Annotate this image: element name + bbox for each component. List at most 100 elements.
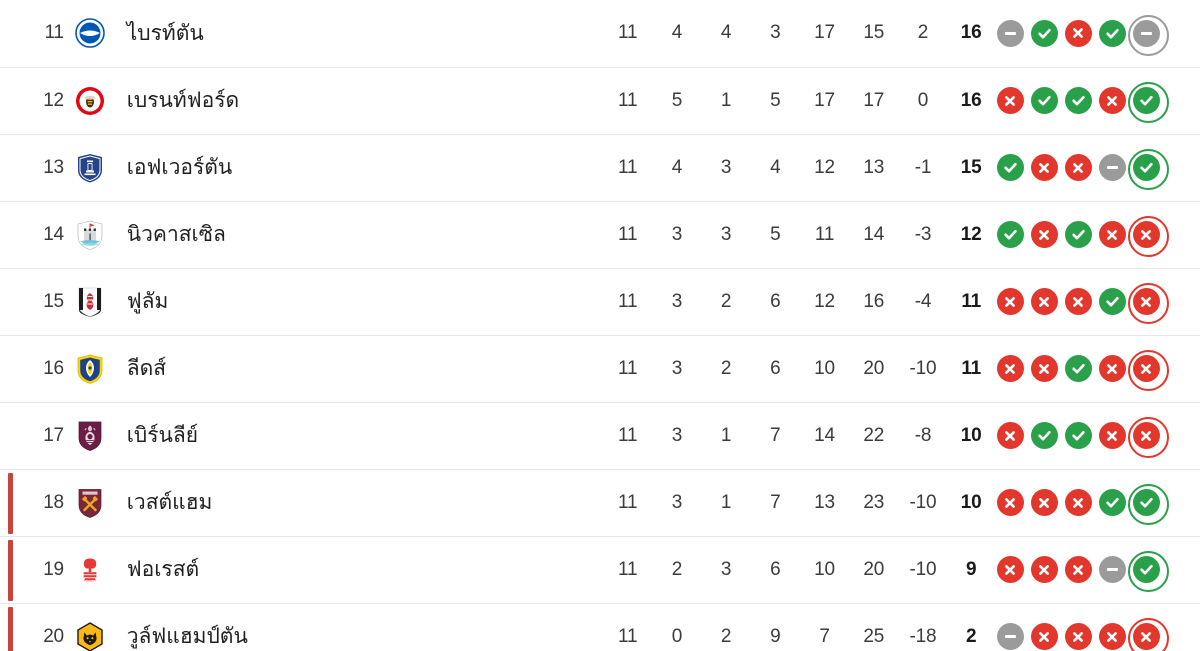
stat-w: 3 [652, 267, 702, 335]
form-result-loss[interactable] [1064, 556, 1092, 583]
form-result-loss[interactable] [1030, 154, 1058, 181]
table-row[interactable]: 13 เอฟเวอร์ตัน 11 4 3 4 12 13 -1 15 [0, 133, 1200, 201]
form-result-loss[interactable] [1098, 87, 1126, 114]
form-result-win[interactable] [1064, 221, 1092, 248]
form-result-win[interactable] [1030, 87, 1058, 114]
stat-l: 5 [750, 200, 800, 268]
form-result-loss[interactable] [1127, 618, 1169, 651]
form-result-win[interactable] [1064, 422, 1092, 449]
table-row[interactable]: 19 ฟอเรสต์ 11 2 3 6 10 20 -10 9 [0, 535, 1200, 603]
team-crest-cell[interactable] [69, 602, 111, 651]
position-number: 17 [30, 401, 70, 469]
table-row[interactable]: 15 ฟูลัม 11 3 2 6 12 16 -4 11 [0, 267, 1200, 335]
form-result-win[interactable] [1127, 484, 1169, 525]
form-result-loss[interactable] [996, 355, 1024, 382]
form-result-loss[interactable] [1098, 422, 1126, 449]
stat-points: 16 [947, 66, 995, 134]
form-result-loss[interactable] [996, 489, 1024, 516]
form-result-win[interactable] [1098, 19, 1126, 47]
form-result-loss[interactable] [1030, 556, 1058, 583]
form-result-loss[interactable] [1098, 355, 1126, 382]
team-crest-cell[interactable] [69, 334, 111, 402]
stat-p: 11 [617, 22, 638, 44]
stat-p: 11 [603, 200, 653, 268]
team-name[interactable]: ฟูลัม [110, 267, 604, 335]
form-result-loss[interactable] [1064, 154, 1092, 181]
form-result-loss[interactable] [1127, 216, 1169, 257]
form-result-loss[interactable] [1127, 417, 1169, 458]
form-result-loss[interactable] [996, 288, 1024, 315]
team-crest-cell[interactable] [69, 66, 111, 134]
form-result-loss[interactable] [996, 87, 1024, 114]
team-crest-cell[interactable] [69, 535, 111, 603]
team-name[interactable]: ลีดส์ [110, 334, 604, 402]
team-name[interactable]: ฟอเรสต์ [110, 535, 604, 603]
everton-crest [77, 153, 103, 183]
position-number: 15 [30, 267, 70, 335]
form-result-loss[interactable] [1127, 283, 1169, 324]
form-result-loss[interactable] [1030, 221, 1058, 248]
team-crest-cell[interactable] [69, 401, 111, 469]
form-result-win[interactable] [1030, 422, 1058, 449]
form-result-win[interactable] [996, 154, 1024, 181]
form-result-win[interactable] [1127, 149, 1169, 190]
team-crest-cell[interactable] [70, 0, 111, 67]
form-result-loss[interactable] [1098, 221, 1126, 248]
form-result-win[interactable] [1098, 489, 1126, 516]
form-result-loss[interactable] [1064, 19, 1092, 47]
team-crest-cell[interactable] [69, 133, 111, 201]
table-row[interactable]: 12 เบรนท์ฟอร์ด 11 5 1 5 17 17 0 16 [0, 66, 1200, 134]
form-result-win[interactable] [1030, 19, 1058, 47]
stat-p: 11 [603, 468, 653, 536]
form-result-win[interactable] [1127, 82, 1169, 123]
form-result-win[interactable] [1127, 551, 1169, 592]
stat-p: 11 [603, 535, 653, 603]
form-result-win[interactable] [996, 221, 1024, 248]
position-number: 19 [30, 535, 70, 603]
table-row[interactable]: 18 เวสต์แฮม 11 3 1 7 13 23 -10 10 [0, 468, 1200, 536]
team-crest-cell[interactable] [69, 200, 111, 268]
form-result-draw[interactable] [996, 623, 1024, 651]
form-result-win[interactable] [1098, 288, 1126, 315]
stat-ga: 20 [849, 334, 899, 402]
form-result-draw[interactable] [1098, 154, 1126, 181]
form-result-loss[interactable] [1098, 623, 1126, 651]
form-result-loss[interactable] [1064, 623, 1092, 651]
stat-points: 11 [947, 267, 995, 335]
team-name[interactable]: เวสต์แฮม [110, 468, 604, 536]
stat-p: 11 [603, 133, 653, 201]
team-crest-cell[interactable] [69, 267, 111, 335]
form-result-draw[interactable] [996, 19, 1024, 47]
team-name[interactable]: เอฟเวอร์ตัน [110, 133, 604, 201]
table-row[interactable]: 11 ไบรท์ตัน 11 4 4 3 17 15 2 16 [0, 0, 1200, 67]
team-crest-cell[interactable] [69, 468, 111, 536]
team-name[interactable]: เบรนท์ฟอร์ด [110, 66, 604, 134]
form-result-loss[interactable] [1030, 355, 1058, 382]
stat-gf: 11 [799, 200, 850, 268]
table-row[interactable]: 20 วูล์ฟแฮมป์ตัน 11 0 2 9 7 25 -18 2 [0, 602, 1200, 651]
form-result-loss[interactable] [1064, 288, 1092, 315]
form-result-loss[interactable] [1064, 489, 1092, 516]
form-result-win[interactable] [1064, 355, 1092, 382]
form-result-loss[interactable] [1030, 623, 1058, 651]
team-name[interactable]: วูล์ฟแฮมป์ตัน [110, 602, 604, 651]
stat-w: 2 [652, 535, 702, 603]
table-row[interactable]: 16 ลีดส์ 11 3 2 6 10 20 -10 11 [0, 334, 1200, 402]
stat-gf: 17 [814, 22, 835, 44]
form-cell [995, 0, 1200, 67]
table-row[interactable]: 17 เบิร์นลีย์ 11 3 1 7 14 22 -8 10 [0, 401, 1200, 469]
form-result-loss[interactable] [996, 556, 1024, 583]
form-result-win[interactable] [1064, 87, 1092, 114]
team-name[interactable]: เบิร์นลีย์ [110, 401, 604, 469]
form-result-draw[interactable] [1098, 556, 1126, 583]
form-result-draw[interactable] [1127, 14, 1169, 56]
form-result-loss[interactable] [1030, 288, 1058, 315]
position-number: 20 [30, 602, 70, 651]
form-result-loss[interactable] [1127, 350, 1169, 391]
form-result-loss[interactable] [996, 422, 1024, 449]
team-name[interactable]: นิวคาสเซิล [110, 200, 604, 268]
table-row[interactable]: 14 นิวคาสเซิล 11 3 3 5 11 14 -3 12 [0, 200, 1200, 268]
form-result-loss[interactable] [1030, 489, 1058, 516]
team-name[interactable]: ไบรท์ตัน [126, 21, 204, 45]
stat-l: 7 [750, 468, 800, 536]
